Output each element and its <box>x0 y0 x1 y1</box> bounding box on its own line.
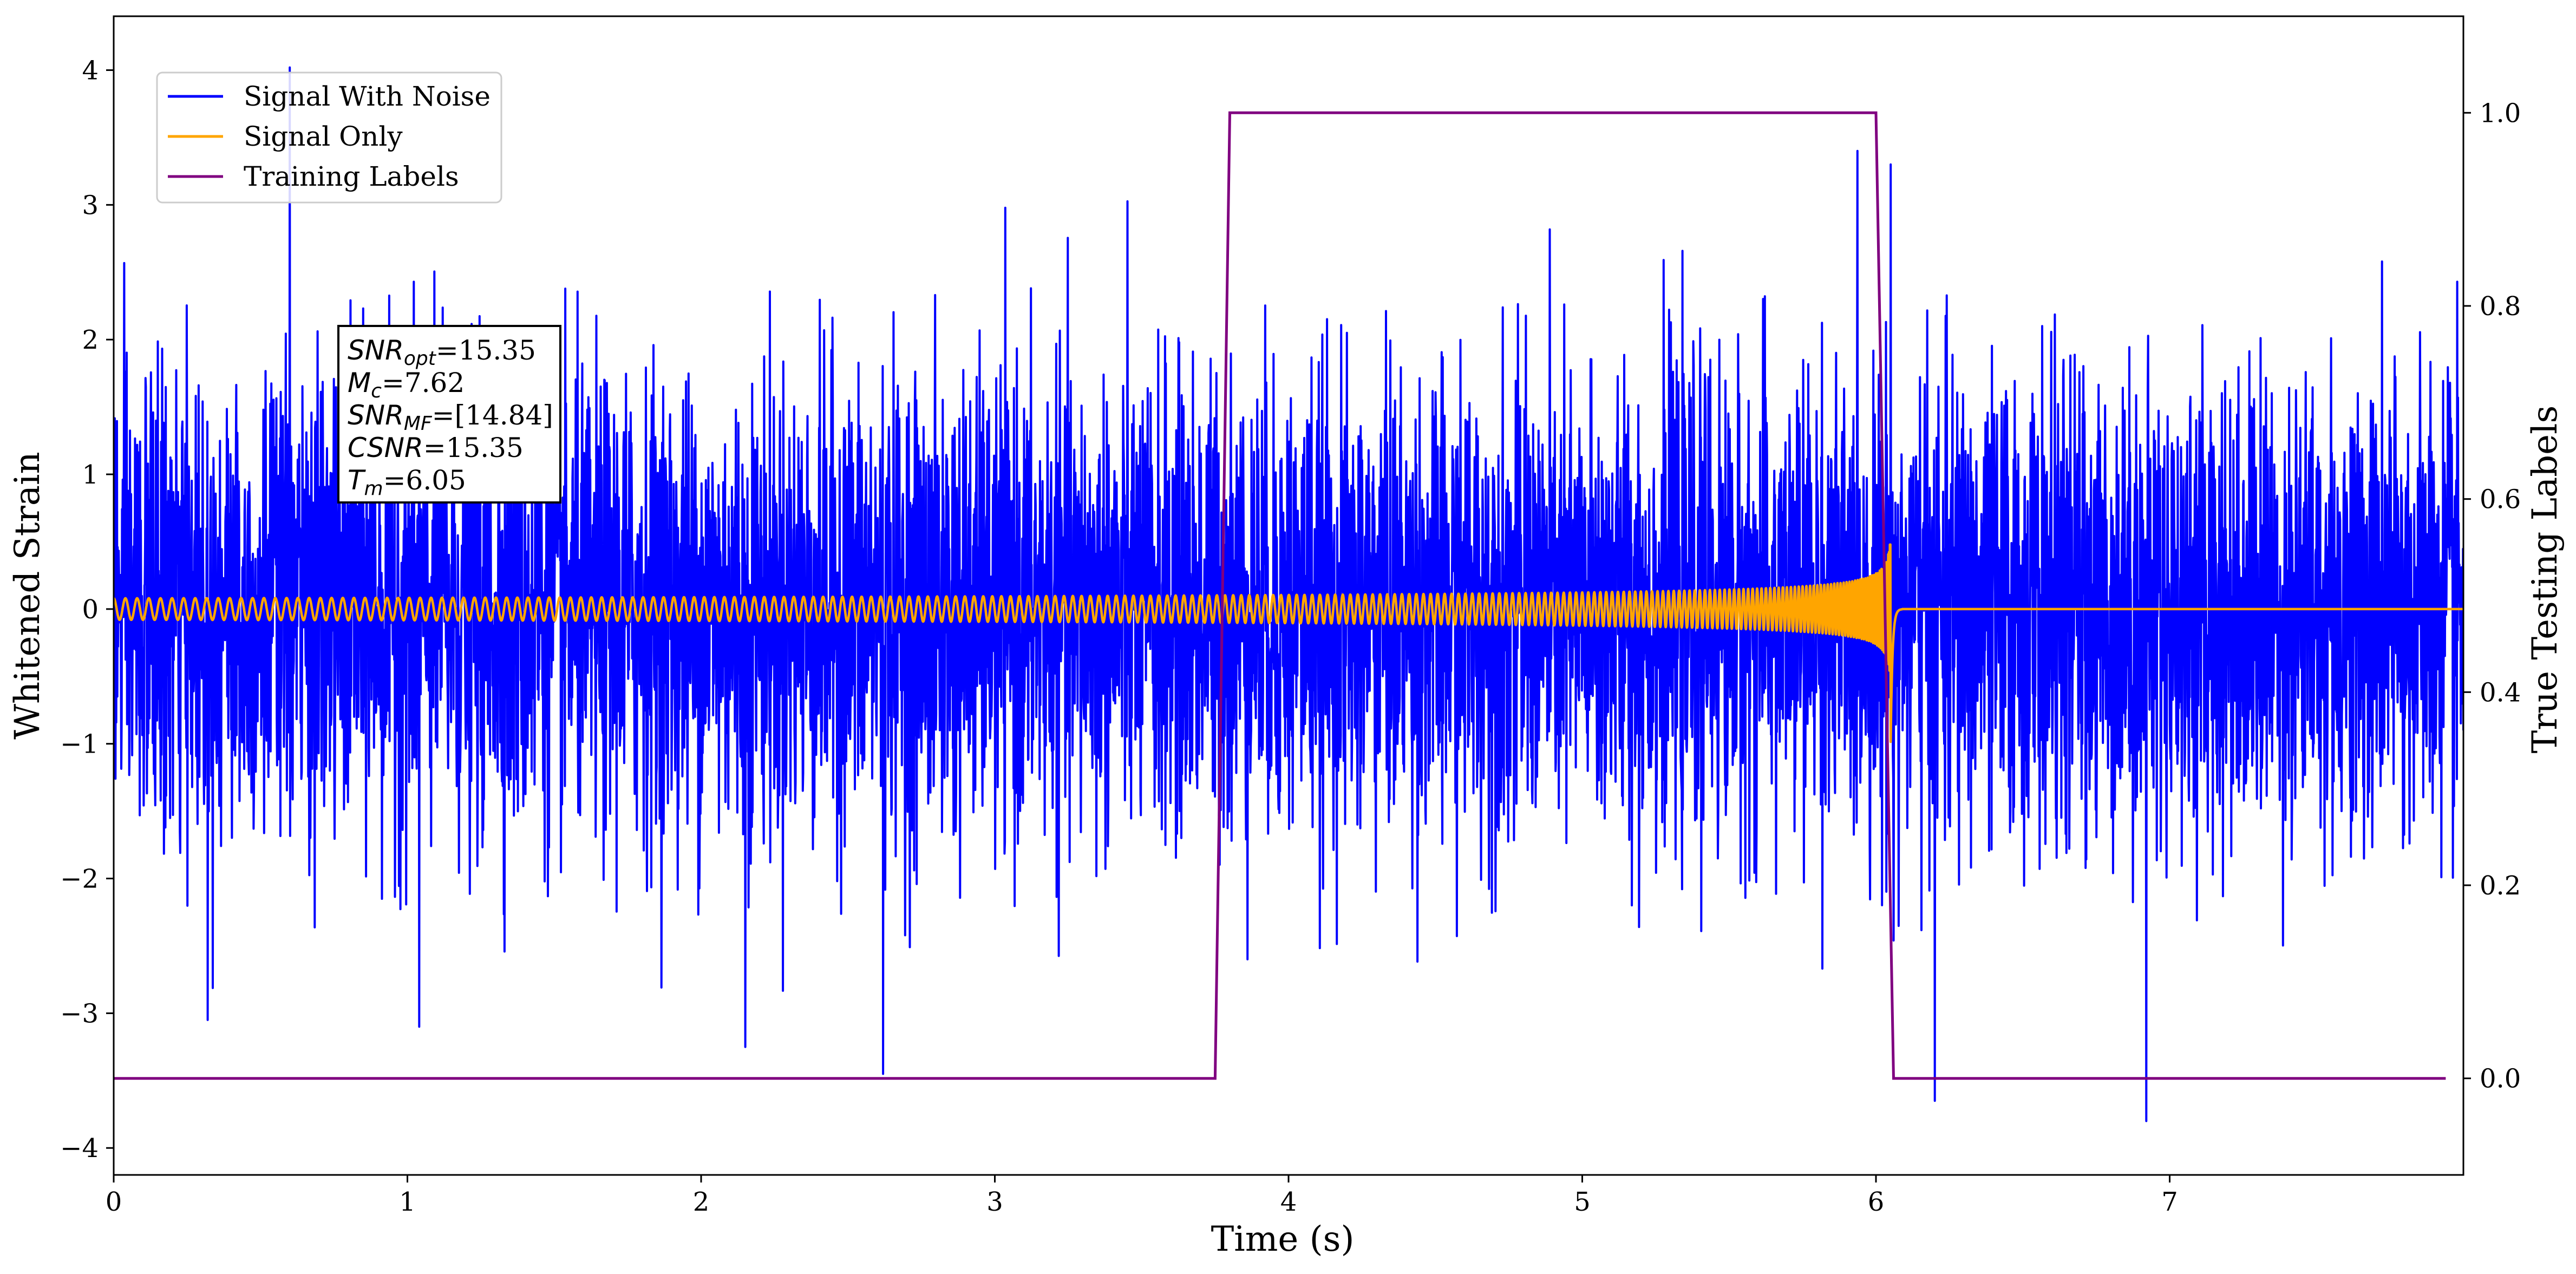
y-tick-label: 3 <box>82 190 99 220</box>
series-line-training-labels <box>114 111 2446 1080</box>
param-line: SNRopt=15.35 <box>348 335 536 370</box>
param-line: Tm=6.05 <box>348 465 466 500</box>
y2-tick-label: 0.4 <box>2480 677 2521 708</box>
legend-frame <box>156 71 502 204</box>
x-axis: 0 1 2 3 4 5 6 7 <box>106 1175 2178 1217</box>
legend-label: Training Labels <box>244 161 459 192</box>
y-axis-title: Whitened Strain <box>8 452 48 739</box>
y-tick-label: 0 <box>82 594 99 625</box>
x-axis-title: Time (s) <box>1211 1219 1355 1259</box>
y-tick-label: 4 <box>82 56 99 86</box>
y2-tick-label: 0.8 <box>2480 291 2521 322</box>
x-tick-label: 0 <box>106 1187 122 1217</box>
legend: Signal With Noise Signal Only Training Lab… <box>156 71 502 204</box>
legend-label: Signal With Noise <box>244 81 491 112</box>
y-tick-label: −4 <box>60 1133 99 1164</box>
series-layer <box>114 66 2463 1122</box>
param-line: Mc=7.62 <box>348 367 465 402</box>
y-tick-label: 2 <box>82 325 99 355</box>
y2-tick-label: 0.2 <box>2480 871 2521 901</box>
x-tick-label: 4 <box>1280 1187 1297 1217</box>
x-tick-label: 1 <box>399 1187 416 1217</box>
x-tick-label: 5 <box>1574 1187 1591 1217</box>
x-tick-label: 2 <box>693 1187 710 1217</box>
y-tick-label: −1 <box>60 729 99 760</box>
y2-tick-label: 0.0 <box>2480 1064 2521 1094</box>
y-axis-left: −4 −3 −2 −1 0 1 2 3 4 <box>60 56 114 1164</box>
y-tick-label: −3 <box>60 998 99 1029</box>
x-tick-label: 3 <box>986 1187 1003 1217</box>
y2-tick-label: 1.0 <box>2480 98 2521 128</box>
y2-tick-label: 0.6 <box>2480 485 2521 515</box>
legend-label: Signal Only <box>244 121 403 152</box>
x-tick-label: 7 <box>2161 1187 2178 1217</box>
param-box-frame <box>337 325 561 504</box>
series-line-signal-only <box>114 543 2463 743</box>
y2-axis-title: True Testing Labels <box>2525 406 2565 754</box>
parameter-annotation-box: SNRopt=15.35Mc=7.62SNRMF=[14.84]CSNR=15.… <box>337 325 561 504</box>
y-axis-right: 0.0 0.2 0.4 0.6 0.8 1.0 <box>2463 98 2521 1094</box>
series-line-signal-with-noise <box>114 66 2463 1122</box>
param-line: SNRMF=[14.84] <box>348 400 553 435</box>
y-tick-label: −2 <box>60 864 99 894</box>
y-tick-label: 1 <box>82 460 99 490</box>
param-line: CSNR=15.35 <box>348 432 524 463</box>
x-tick-label: 6 <box>1868 1187 1885 1217</box>
